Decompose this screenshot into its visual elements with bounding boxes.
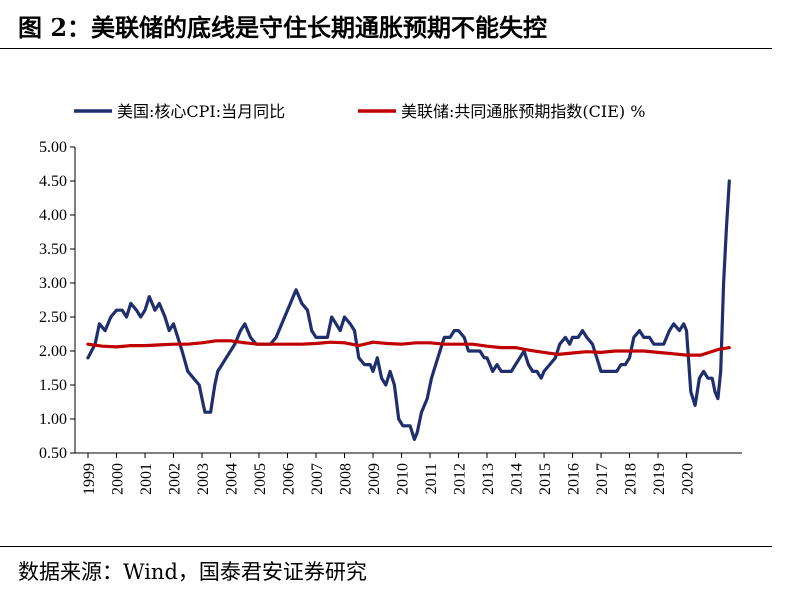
footer-divider (0, 546, 772, 547)
legend-label-cpi: 美国:核心CPI:当月同比 (117, 102, 285, 121)
y-tick-label: 0.50 (39, 445, 67, 462)
x-tick-label: 2020 (680, 463, 697, 495)
x-tick-label: 2011 (423, 463, 440, 494)
x-tick-label: 2010 (395, 463, 412, 495)
x-tick-label: 2005 (252, 463, 269, 495)
y-tick-label: 4.50 (39, 173, 67, 190)
y-axis-ticks: 5.00 4.50 4.00 3.50 3.00 2.50 2.00 1.50 1.00 0.50 (39, 139, 75, 462)
chart-series (86, 179, 731, 441)
line-chart: 美国:核心CPI:当月同比 美联储:共同通胀预期指数(CIE) % 5.00 4.… (39, 102, 742, 495)
x-tick-label: 2008 (338, 463, 355, 495)
y-tick-label: 3.00 (39, 275, 67, 292)
x-axis-ticks: 1999 2000 2001 2002 2003 2004 2005 2006 2007 2008… (81, 453, 697, 495)
y-tick-label: 1.00 (39, 411, 67, 428)
y-tick-label: 2.00 (39, 343, 67, 360)
chart-axes (74, 147, 742, 454)
x-tick-label: 2014 (509, 463, 526, 495)
x-tick-label: 2017 (594, 463, 611, 495)
x-tick-label: 2012 (452, 463, 469, 495)
x-tick-label: 2009 (366, 463, 383, 495)
x-tick-label: 2001 (138, 463, 155, 495)
x-tick-label: 2019 (651, 463, 668, 495)
x-tick-label: 2000 (110, 463, 127, 495)
x-tick-label: 2007 (309, 463, 326, 495)
x-tick-label: 1999 (81, 463, 98, 495)
y-tick-label: 4.00 (39, 207, 67, 224)
y-tick-label: 2.50 (39, 309, 67, 326)
page-title: 图 2：美联储的底线是守住长期通胀预期不能失控 (18, 13, 548, 42)
x-tick-label: 2015 (537, 463, 554, 495)
title-divider (0, 48, 772, 49)
series-line-core-cpi (86, 179, 731, 441)
y-tick-label: 1.50 (39, 377, 67, 394)
x-tick-label: 2013 (480, 463, 497, 495)
legend-label-cie: 美联储:共同通胀预期指数(CIE) % (401, 102, 645, 121)
x-tick-label: 2004 (224, 463, 241, 495)
y-tick-label: 3.50 (39, 241, 67, 258)
x-tick-label: 2006 (281, 463, 298, 495)
chart-legend: 美国:核心CPI:当月同比 美联储:共同通胀预期指数(CIE) % (74, 102, 645, 121)
x-tick-label: 2018 (623, 463, 640, 495)
source-note: 数据来源：Wind，国泰君安证券研究 (18, 560, 367, 584)
x-tick-label: 2016 (566, 463, 583, 495)
y-tick-label: 5.00 (39, 139, 67, 156)
x-tick-label: 2003 (195, 463, 212, 495)
x-tick-label: 2002 (167, 463, 184, 495)
series-line-cie (86, 339, 731, 357)
